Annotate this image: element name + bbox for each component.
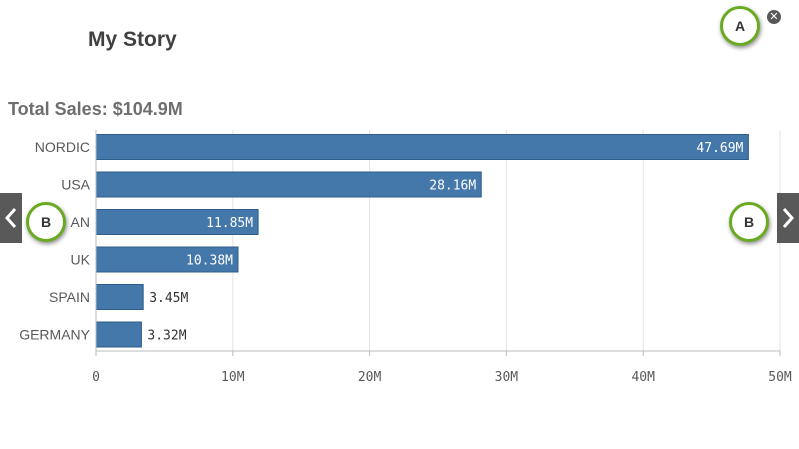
previous-page-button[interactable] (0, 193, 22, 243)
value-label: 28.16M (429, 179, 476, 194)
next-page-button[interactable] (777, 193, 799, 243)
callout-b-left: B (26, 202, 66, 242)
bar-uk[interactable] (95, 246, 239, 273)
bar-germany[interactable] (95, 321, 142, 348)
category-label: NORDIC (35, 139, 90, 155)
value-label: 3.32M (147, 329, 186, 344)
chevron-left-icon (5, 208, 17, 228)
story-title: My Story (88, 28, 177, 51)
chart-title: Total Sales: $104.9M (8, 99, 183, 119)
category-label: AN (71, 214, 90, 230)
close-icon[interactable]: ✕ (767, 10, 781, 24)
category-label: USA (61, 177, 90, 193)
category-label: GERMANY (19, 327, 90, 343)
value-label: 11.85M (206, 216, 253, 231)
x-tick-label: 0 (92, 370, 100, 385)
category-label: SPAIN (49, 289, 90, 305)
callout-a: A (720, 6, 760, 46)
bar-nordic[interactable] (95, 134, 749, 160)
x-tick-label: 50M (768, 370, 792, 385)
x-tick-label: 40M (631, 370, 655, 385)
x-tick-label: 30M (495, 370, 519, 385)
callout-b-right: B (729, 202, 769, 242)
value-label: 47.69M (696, 141, 743, 156)
bar-usa[interactable] (95, 171, 482, 198)
value-label: 10.38M (186, 254, 233, 269)
bar-spain[interactable] (95, 284, 144, 310)
x-tick-label: 10M (221, 370, 245, 385)
chevron-right-icon (782, 208, 794, 228)
value-label: 3.45M (149, 291, 188, 306)
x-tick-label: 20M (358, 370, 382, 385)
category-label: UK (71, 252, 91, 268)
